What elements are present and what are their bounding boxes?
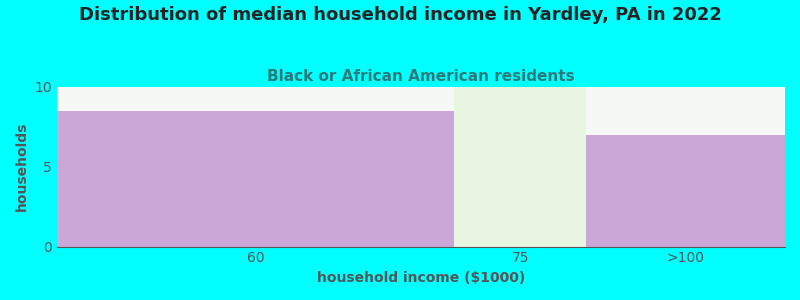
Bar <box>454 87 586 247</box>
Y-axis label: households: households <box>15 122 29 211</box>
Bar <box>57 111 454 247</box>
Title: Black or African American residents: Black or African American residents <box>267 69 575 84</box>
Bar <box>586 135 785 247</box>
X-axis label: household income ($1000): household income ($1000) <box>317 271 525 285</box>
Text: Distribution of median household income in Yardley, PA in 2022: Distribution of median household income … <box>78 6 722 24</box>
